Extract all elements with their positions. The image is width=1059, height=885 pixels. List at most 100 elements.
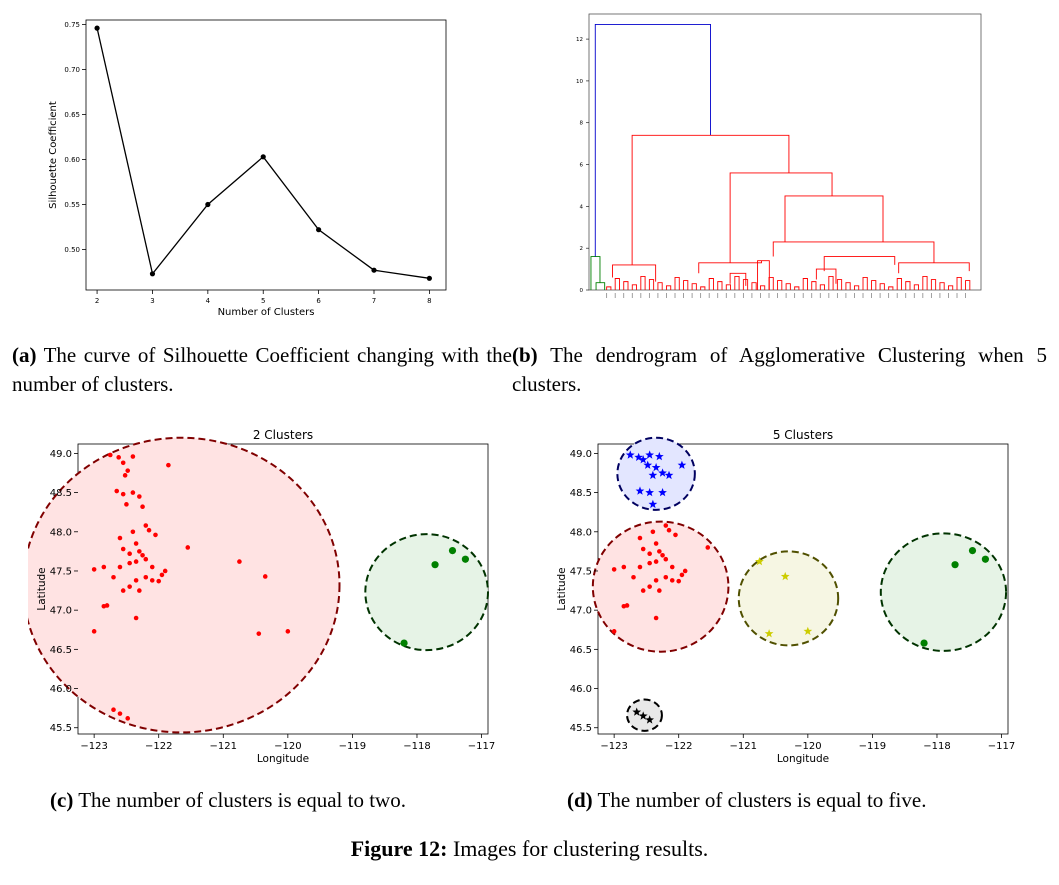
dot-point <box>117 535 123 541</box>
x-axis-label: Number of Clusters <box>218 307 315 318</box>
y-tick-label: 10 <box>576 79 583 85</box>
dendrogram-link <box>717 281 723 290</box>
dendrogram-link <box>760 285 766 290</box>
y-tick-label: 0.60 <box>64 156 80 164</box>
y-tick-label: 49.0 <box>50 449 72 460</box>
dendrogram-link <box>777 280 783 290</box>
dot-point <box>663 556 669 562</box>
figure-caption-label: Figure 12: <box>350 836 448 861</box>
dot-point <box>285 629 291 634</box>
dendrogram-link <box>700 286 706 290</box>
dendrogram-link <box>640 275 646 290</box>
data-point <box>260 154 266 160</box>
dot-point <box>143 574 149 580</box>
dot-point <box>660 552 665 558</box>
y-tick-label: 48.5 <box>50 488 72 499</box>
dot-point <box>663 523 669 528</box>
y-tick-label: 47.5 <box>570 566 592 577</box>
star-point <box>755 557 764 566</box>
x-tick-label: −121 <box>210 741 237 752</box>
figure-caption: Figure 12: Images for clustering results… <box>0 836 1059 862</box>
x-tick-label: −123 <box>600 741 627 752</box>
dendrogram-link <box>698 260 762 274</box>
dendrogram-link <box>742 279 749 290</box>
dot-point <box>631 574 636 580</box>
dendrogram-link <box>751 282 757 290</box>
dot-point <box>137 494 142 499</box>
dendrogram-link <box>898 262 970 274</box>
cluster-circle <box>616 436 696 511</box>
x-axis-label: Longitude <box>777 753 829 765</box>
dot-point <box>137 549 142 554</box>
five-cluster-scatter: −123 −122 −121 −120 −119 −118 −117 45.5 46.0 46.5… <box>556 428 1015 765</box>
dot-point <box>162 568 168 574</box>
x-tick-label: −120 <box>794 741 821 752</box>
dot-point <box>448 546 457 555</box>
dendrogram-link <box>729 172 833 263</box>
dot-point <box>146 527 152 533</box>
dendrogram-link <box>888 286 894 290</box>
star-point <box>632 707 642 716</box>
x-tick-label: −121 <box>730 741 757 752</box>
dot-point <box>657 588 662 593</box>
data-point <box>316 227 322 233</box>
dot-point <box>130 529 136 535</box>
dendrogram-link <box>657 282 663 290</box>
dendrogram-link <box>725 284 732 290</box>
dot-point <box>127 551 132 557</box>
dot-point <box>920 639 928 647</box>
dendrogram-link <box>631 134 790 265</box>
y-tick-label: 47.0 <box>50 606 72 617</box>
y-tick-label: 45.5 <box>570 723 592 734</box>
dot-point <box>111 707 116 713</box>
x-tick-label: 6 <box>316 297 321 305</box>
dot-point <box>101 564 107 570</box>
caption-a-label: (a) <box>12 343 37 367</box>
dot-point <box>159 572 165 578</box>
dot-point <box>679 572 685 578</box>
dendrogram-link <box>836 279 843 290</box>
dot-point <box>185 545 191 550</box>
dot-point <box>647 551 652 557</box>
y-tick-label: 46.0 <box>570 684 592 695</box>
dot-point <box>153 532 158 538</box>
plot-frame <box>85 19 447 291</box>
dot-point <box>611 567 617 572</box>
dot-point <box>657 549 662 554</box>
dendrogram-link <box>828 275 834 290</box>
dot-point <box>122 473 128 478</box>
data-point <box>94 25 100 31</box>
dot-point <box>143 556 149 562</box>
data-point <box>371 267 377 273</box>
dot-point <box>140 504 145 510</box>
dot-point <box>114 488 120 494</box>
dot-point <box>676 578 682 584</box>
dendrogram-link <box>913 284 920 290</box>
dendrogram-link <box>948 285 954 290</box>
star-point <box>648 499 658 509</box>
silhouette-line <box>96 27 430 279</box>
x-tick-label: 7 <box>372 297 376 305</box>
y-tick-label: 47.0 <box>570 606 592 617</box>
y-tick-label: 0.65 <box>64 111 80 119</box>
caption-b: (b) The dendrogram of Agglomerative Clus… <box>512 341 1047 399</box>
y-tick-label: 8 <box>580 121 584 127</box>
y-tick-label: 12 <box>576 37 583 43</box>
y-tick-label: 46.5 <box>50 645 72 656</box>
x-tick-label: −117 <box>468 741 495 752</box>
x-tick-label: 2 <box>95 297 99 305</box>
dot-point <box>640 546 646 552</box>
y-axis-label: Latitude <box>36 567 48 610</box>
y-tick-label: 0.50 <box>64 246 80 254</box>
dendrogram-link <box>811 281 817 290</box>
y-tick-label: 49.0 <box>570 449 592 460</box>
y-tick-label: 0.75 <box>64 21 80 29</box>
dot-point <box>237 559 242 564</box>
dendrogram-link <box>862 277 868 290</box>
dendrogram-link <box>823 256 896 272</box>
dendrogram-link <box>965 280 971 290</box>
dot-point <box>133 578 139 583</box>
data-point <box>205 201 211 208</box>
star-point <box>764 629 774 638</box>
dendrogram-link <box>930 279 937 290</box>
